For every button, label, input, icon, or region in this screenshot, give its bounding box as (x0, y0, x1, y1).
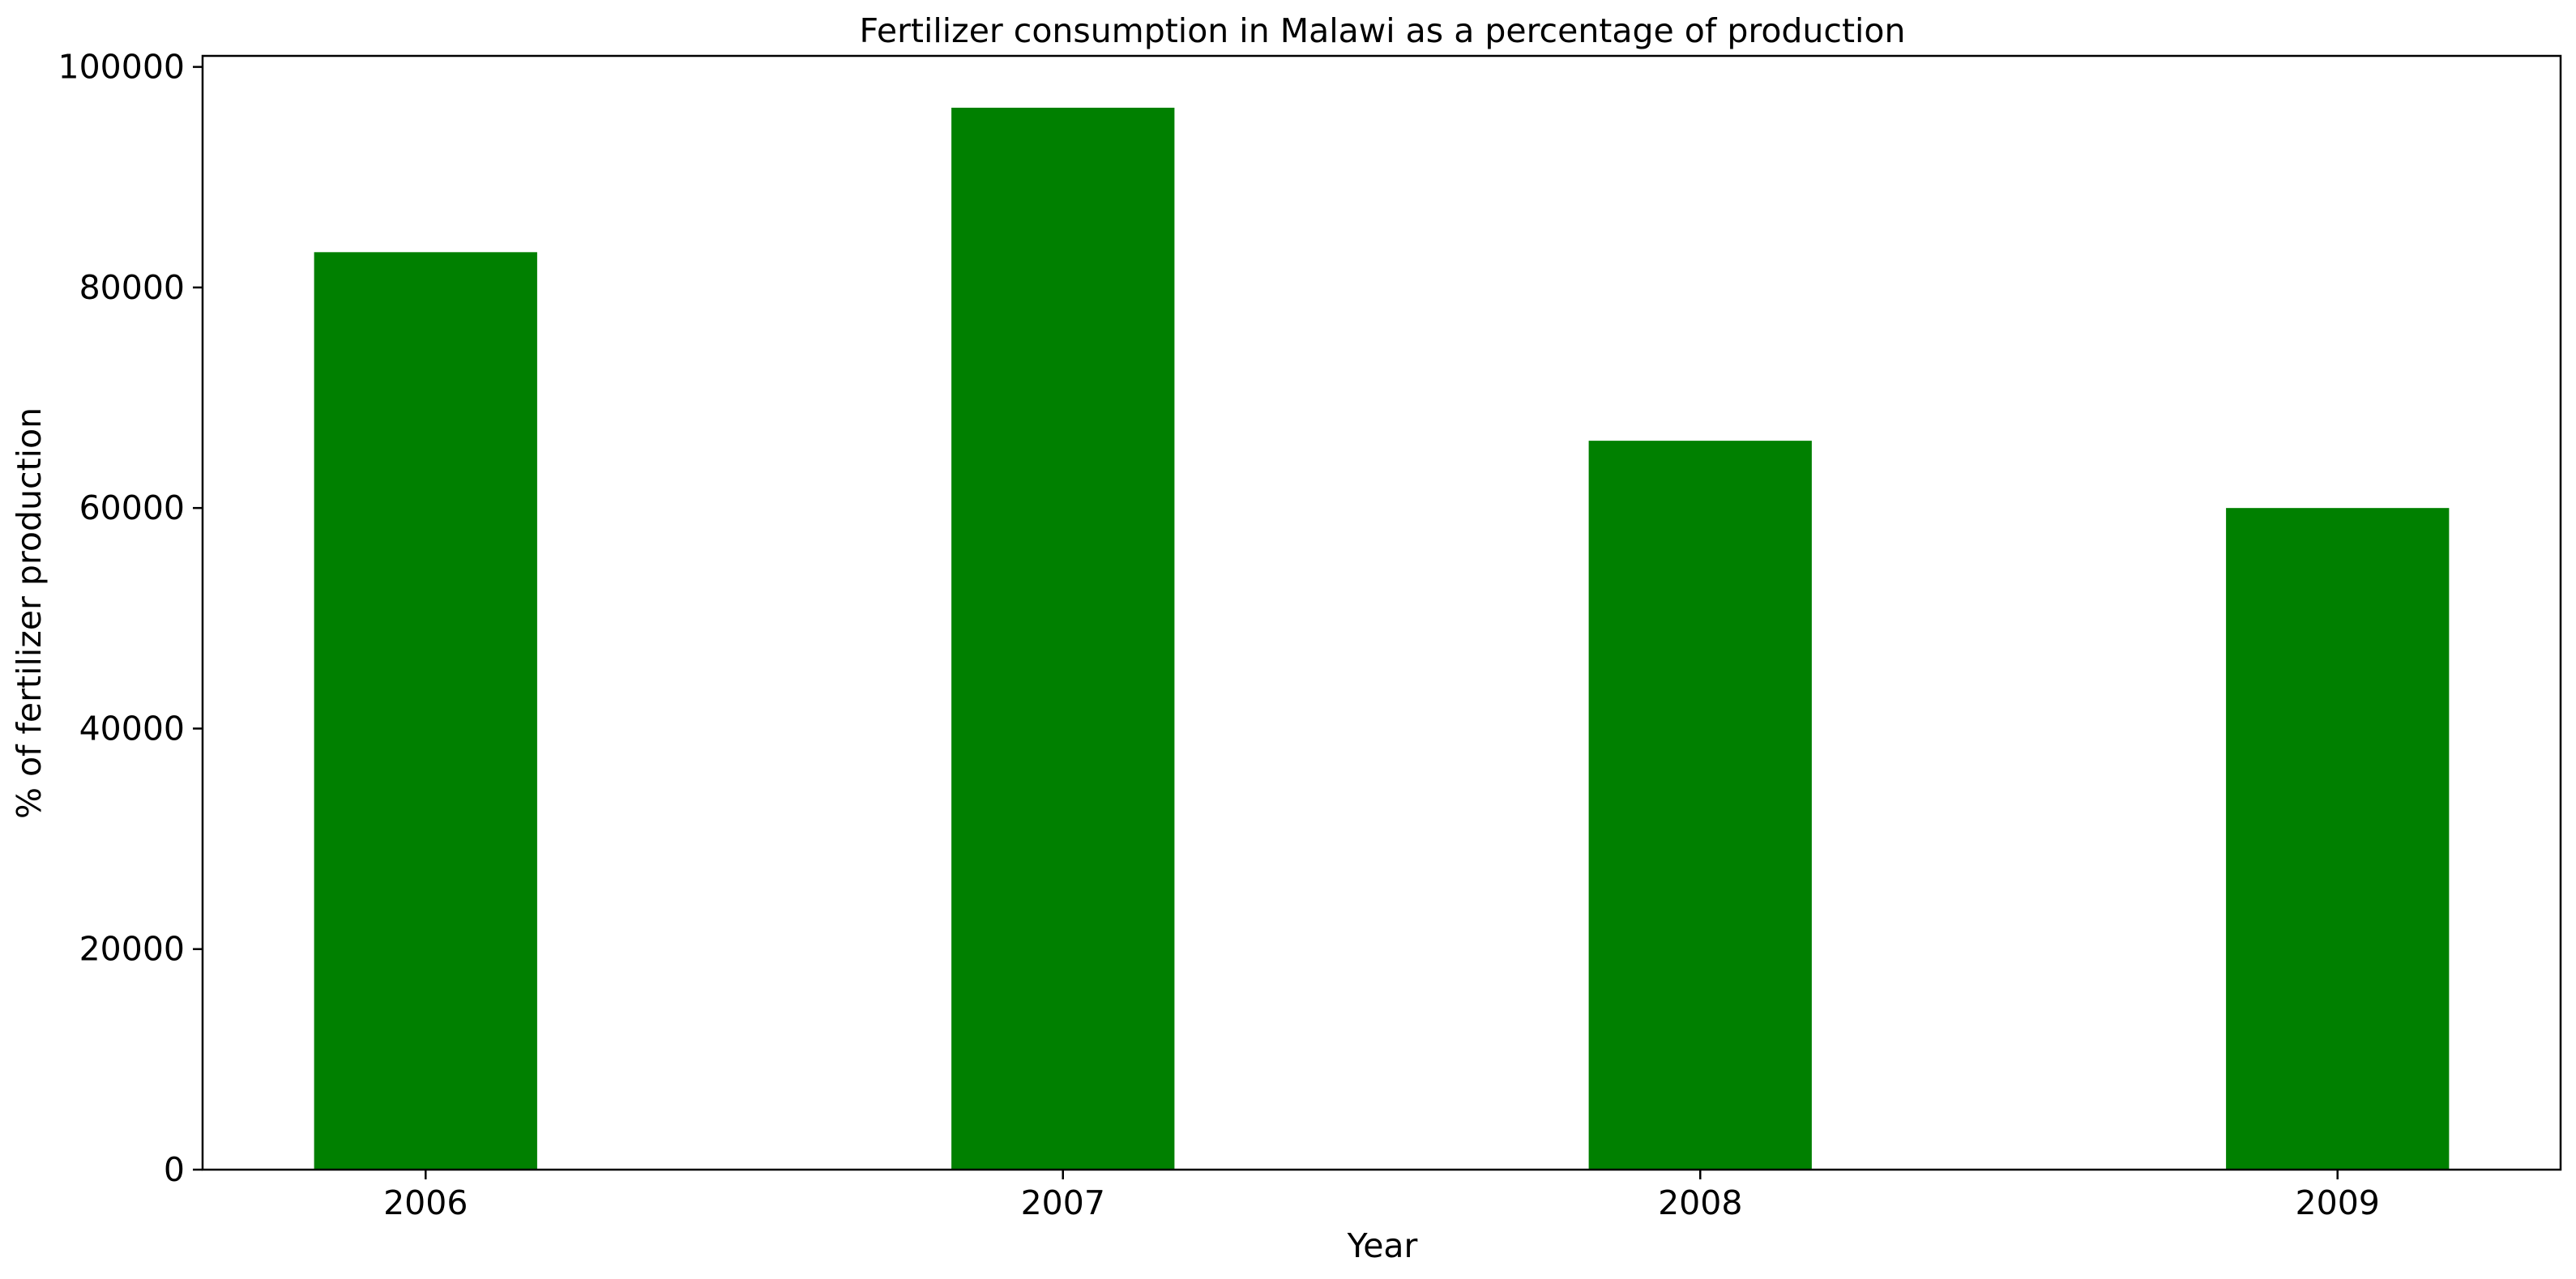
y-tick-label: 80000 (79, 268, 185, 307)
y-tick-label: 100000 (58, 48, 185, 87)
bar-2009 (2226, 508, 2450, 1170)
y-tick-label: 20000 (79, 930, 185, 969)
bar-2008 (1588, 441, 1812, 1170)
bar-2006 (314, 252, 537, 1170)
bar-2007 (951, 107, 1175, 1170)
y-axis-label: % of fertilizer production (10, 407, 49, 819)
x-axis-ticks: 2006 2007 2008 2009 (383, 1170, 2380, 1222)
bars-group (314, 107, 2450, 1170)
x-axis-label: Year (1347, 1226, 1418, 1265)
y-tick-label: 60000 (79, 488, 185, 527)
x-tick-label: 2007 (1021, 1183, 1105, 1222)
chart-title: Fertilizer consumption in Malawi as a pe… (860, 11, 1906, 50)
y-axis-ticks: 0 20000 40000 60000 80000 100000 (58, 48, 203, 1189)
plot-frame (201, 54, 2562, 1171)
x-tick-label: 2006 (383, 1183, 468, 1222)
x-tick-label: 2008 (1658, 1183, 1742, 1222)
x-tick-label: 2009 (2296, 1183, 2380, 1222)
y-tick-label: 0 (164, 1150, 185, 1189)
y-tick-label: 40000 (79, 709, 185, 748)
